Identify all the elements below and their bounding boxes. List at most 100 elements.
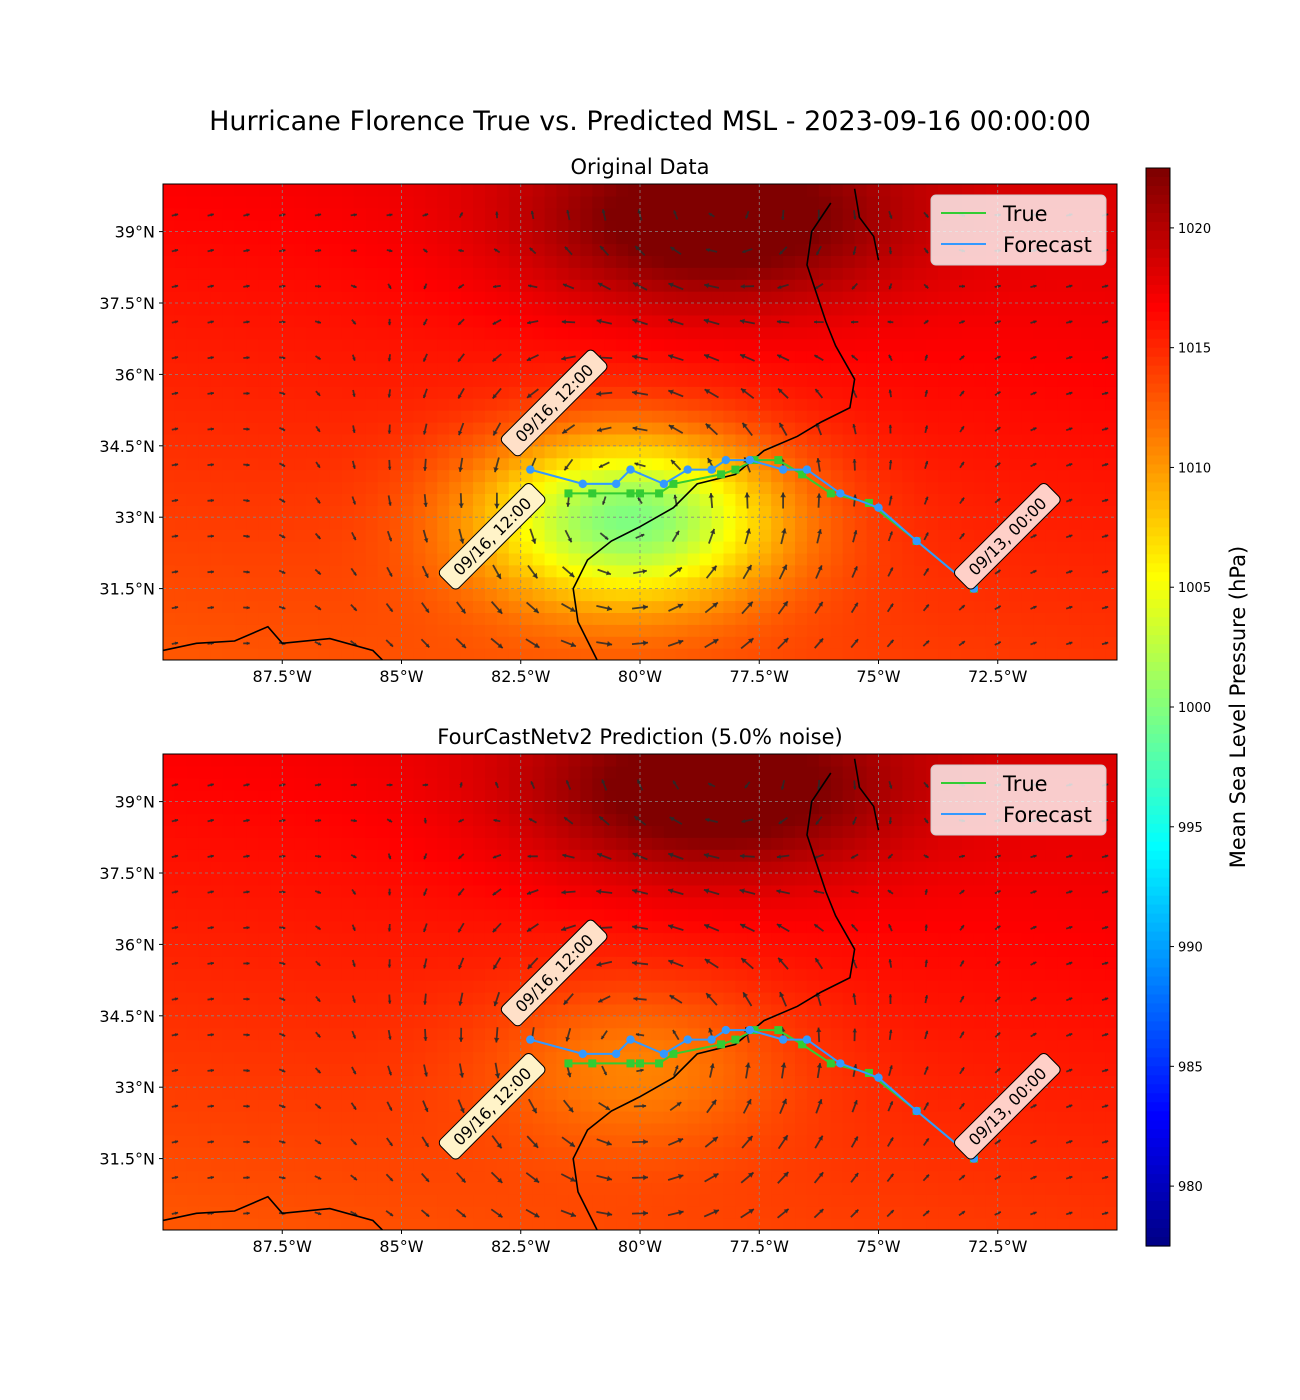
wind-arrow-head (1104, 1140, 1109, 1144)
wind-arrow-head (1033, 1175, 1037, 1180)
wind-arrow-head (925, 1066, 929, 1070)
wind-arrow-head (961, 605, 965, 609)
wind-arrow-head (282, 248, 286, 253)
wind-arrow-head (997, 854, 1001, 858)
wind-arrow-head (781, 528, 787, 534)
panel-title-prediction: FourCastNetv2 Prediction (5.0% noise) (437, 725, 843, 749)
wind-arrow-head (317, 1105, 321, 1109)
colorbar-segment (1146, 976, 1170, 987)
wind-arrow-head (817, 529, 823, 534)
y-tick-label: 31.5°N (99, 1150, 155, 1169)
wind-arrow-head (1033, 1104, 1037, 1108)
wind-arrow-head (532, 572, 538, 579)
wind-arrow-head (458, 1037, 464, 1042)
wind-arrow-head (709, 1063, 715, 1069)
wind-arrow-head (670, 247, 675, 252)
wind-arrow-head (1104, 463, 1109, 467)
wind-arrow-head (246, 1211, 250, 1216)
wind-arrow-head (210, 463, 214, 467)
colorbar-segment (1146, 805, 1170, 816)
wind-arrow-head (671, 460, 676, 465)
colorbar-segment (1146, 1147, 1170, 1157)
colorbar-segment (1146, 293, 1170, 304)
wind-arrow-head (676, 567, 682, 573)
true-track-point (636, 489, 644, 498)
wind-arrow-head (174, 1140, 179, 1144)
colorbar-segment (1146, 545, 1170, 555)
wind-arrow-head (996, 925, 1001, 930)
wind-arrow-head (853, 786, 857, 790)
wind-arrow-head (633, 282, 639, 288)
wind-arrow-head (526, 356, 532, 361)
colorbar-segment (1146, 751, 1170, 762)
true-track-point (774, 1026, 783, 1035)
wind-arrow-head (497, 1177, 503, 1183)
wind-arrow-head (389, 1212, 393, 1216)
colorbar-segment (1146, 536, 1170, 546)
wind-arrow-head (352, 854, 357, 858)
wind-arrow-head (1069, 854, 1073, 858)
wind-arrow-head (317, 213, 322, 217)
wind-arrow-head (565, 1036, 571, 1042)
wind-arrow-head (423, 965, 427, 969)
colorbar-segment (1146, 1183, 1170, 1193)
wind-arrow-head (281, 1104, 286, 1108)
colorbar-segment (1146, 1210, 1170, 1220)
wind-arrow-head (210, 498, 214, 503)
wind-arrow-head (317, 356, 321, 360)
colorbar-segment (1146, 1093, 1170, 1103)
colorbar-segment (1146, 617, 1170, 627)
wind-arrow-head (174, 1033, 179, 1037)
wind-arrow-head (495, 211, 499, 215)
wind-arrow-head (317, 320, 321, 324)
wind-arrow-head (889, 215, 893, 219)
true-track-point (774, 456, 783, 465)
colorbar-segment (1146, 832, 1170, 843)
wind-arrow-head (642, 640, 648, 646)
wind-arrow-head (246, 534, 250, 539)
wind-arrow-head (210, 605, 214, 610)
wind-arrow-head (282, 926, 286, 930)
wind-arrow-head (564, 246, 569, 251)
wind-arrow-head (210, 997, 214, 1001)
colorbar-segment (1146, 913, 1170, 924)
wind-arrow-head (281, 570, 286, 574)
wind-arrow-head (281, 534, 286, 538)
forecast-track-point (578, 1049, 587, 1059)
wind-arrow-head (495, 782, 499, 786)
wind-arrow-head (633, 996, 638, 1002)
wind-arrow-head (640, 533, 645, 538)
wind-arrow-head (353, 284, 357, 288)
wind-arrow-head (387, 394, 392, 398)
wind-arrow-head (888, 821, 893, 825)
wind-arrow-head (388, 819, 393, 823)
colorbar-segment (1146, 608, 1170, 618)
wind-arrow-head (317, 1176, 322, 1180)
colorbar-segment (1146, 698, 1170, 708)
wind-arrow-head (1069, 1211, 1073, 1215)
wind-arrow-head (246, 1175, 250, 1180)
wind-arrow-head (387, 358, 392, 362)
wind-arrow-head (174, 854, 179, 858)
true-track-point (655, 489, 664, 498)
wind-arrow-head (493, 430, 498, 436)
wind-arrow-head (888, 354, 892, 359)
wind-arrow-head (632, 888, 638, 895)
colorbar-segment (1146, 257, 1170, 268)
wind-arrow-head (924, 1030, 929, 1035)
wind-arrow-head (389, 213, 393, 217)
wind-arrow-head (387, 466, 392, 470)
wind-arrow-head (743, 992, 749, 998)
x-tick-label: 82.5°W (491, 667, 551, 686)
wind-arrow-head (246, 818, 250, 823)
wind-arrow-head (817, 1099, 823, 1105)
wind-arrow-head (632, 852, 639, 858)
wind-arrow-head (925, 532, 929, 536)
wind-arrow-head (246, 1140, 250, 1144)
wind-arrow-head (423, 358, 427, 362)
wind-arrow-head (888, 924, 892, 928)
wind-arrow-head (851, 355, 855, 359)
wind-arrow-head (174, 284, 179, 288)
wind-arrow-head (852, 285, 856, 290)
wind-arrow-head (600, 246, 605, 251)
